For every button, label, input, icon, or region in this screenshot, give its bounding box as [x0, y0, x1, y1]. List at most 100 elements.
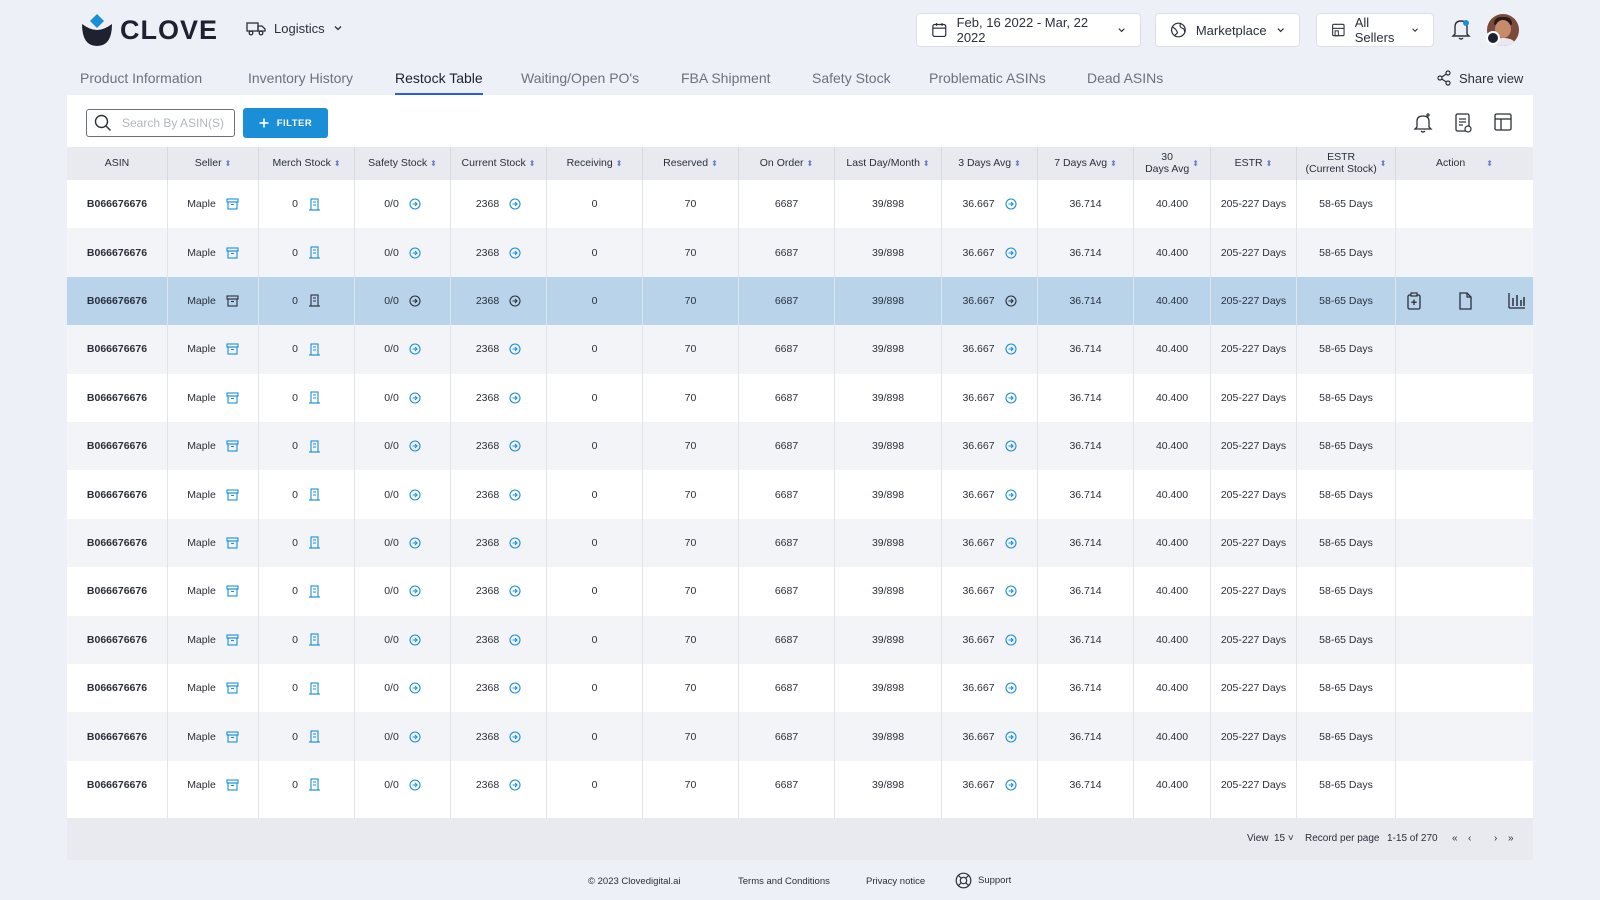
- col-seller[interactable]: Seller ⬍: [168, 147, 259, 180]
- archive-icon[interactable]: [226, 295, 239, 307]
- arrow-circle-icon[interactable]: [1005, 537, 1017, 549]
- table-row[interactable]: B066676676 Maple 0 0/0 2368 0 70 6687 39/898 36.6…: [67, 615, 1533, 664]
- arrow-circle-icon[interactable]: [509, 634, 521, 646]
- arrow-circle-icon[interactable]: [1005, 682, 1017, 694]
- arrow-circle-icon[interactable]: [409, 343, 421, 355]
- table-row[interactable]: B066676676 Maple 0 0/0 2368 0 70 6687 39/898 36.6…: [67, 518, 1533, 568]
- archive-icon[interactable]: [226, 247, 239, 259]
- arrow-circle-icon[interactable]: [509, 682, 521, 694]
- tab-waiting-open-pos[interactable]: Waiting/Open PO's: [521, 70, 640, 86]
- filter-button[interactable]: FILTER: [243, 108, 328, 138]
- marketplace-selector[interactable]: Marketplace: [1155, 13, 1300, 47]
- warehouse-icon[interactable]: [308, 294, 321, 308]
- warehouse-icon[interactable]: [308, 682, 321, 695]
- table-row[interactable]: B066676676 Maple 0 0/0 2368 0 70 6687 39/898 36.6…: [67, 712, 1533, 761]
- warehouse-icon[interactable]: [308, 536, 321, 550]
- report-button[interactable]: [1453, 112, 1473, 139]
- archive-icon[interactable]: [226, 682, 239, 694]
- col-merch-stock[interactable]: Merch Stock ⬍: [259, 147, 355, 180]
- bar-chart-icon[interactable]: [1508, 292, 1526, 310]
- col-3-days-avg[interactable]: 3 Days Avg ⬍: [942, 147, 1038, 180]
- arrow-circle-icon[interactable]: [1005, 440, 1017, 452]
- warehouse-icon[interactable]: [308, 198, 321, 211]
- arrow-circle-icon[interactable]: [409, 634, 421, 646]
- table-row[interactable]: B066676676 Maple 0 0/0 2368 0 70 6687 39/898 36.6…: [67, 276, 1533, 326]
- arrow-circle-icon[interactable]: [1005, 731, 1017, 743]
- tab-inventory-history[interactable]: Inventory History: [248, 70, 354, 86]
- clipboard-plus-icon[interactable]: [1406, 292, 1422, 310]
- tab-dead-asins[interactable]: Dead ASINs: [1087, 70, 1164, 86]
- col-current-stock[interactable]: Current Stock ⬍: [451, 147, 547, 180]
- arrow-circle-icon[interactable]: [409, 247, 421, 259]
- col-estr[interactable]: ESTR ⬍: [1211, 147, 1297, 180]
- document-icon[interactable]: [1458, 292, 1473, 310]
- arrow-circle-icon[interactable]: [1005, 392, 1017, 404]
- archive-icon[interactable]: [226, 392, 239, 404]
- table-row[interactable]: B066676676 Maple 0 0/0 2368 0 70 6687 39/898 36.6…: [67, 567, 1533, 616]
- arrow-circle-icon[interactable]: [509, 779, 521, 791]
- arrow-circle-icon[interactable]: [509, 198, 521, 210]
- arrow-circle-icon[interactable]: [509, 440, 521, 452]
- arrow-circle-icon[interactable]: [409, 198, 421, 210]
- warehouse-icon[interactable]: [308, 585, 321, 598]
- arrow-circle-icon[interactable]: [1005, 634, 1017, 646]
- share-view-button[interactable]: Share view: [1436, 70, 1523, 86]
- date-range-picker[interactable]: Feb, 16 2022 - Mar, 22 2022: [916, 13, 1141, 47]
- arrow-circle-icon[interactable]: [409, 489, 421, 501]
- archive-icon[interactable]: [226, 489, 239, 501]
- warehouse-icon[interactable]: [308, 246, 321, 259]
- tab-safety-stock[interactable]: Safety Stock: [812, 70, 891, 86]
- archive-icon[interactable]: [226, 779, 239, 791]
- col-estr-current-stock[interactable]: ESTR (Current Stock) ⬍: [1297, 147, 1396, 180]
- next-page-icon[interactable]: ›: [1494, 833, 1498, 844]
- arrow-circle-icon[interactable]: [409, 585, 421, 597]
- arrow-circle-icon[interactable]: [409, 392, 421, 404]
- arrow-circle-icon[interactable]: [409, 682, 421, 694]
- arrow-circle-icon[interactable]: [409, 537, 421, 549]
- tab-problematic-asins[interactable]: Problematic ASINs: [929, 70, 1046, 86]
- warehouse-icon[interactable]: [308, 730, 321, 743]
- col-on-order[interactable]: On Order ⬍: [739, 147, 835, 180]
- arrow-circle-icon[interactable]: [1005, 295, 1017, 307]
- archive-icon[interactable]: [226, 731, 239, 743]
- arrow-circle-icon[interactable]: [1005, 247, 1017, 259]
- arrow-circle-icon[interactable]: [509, 392, 521, 404]
- tab-restock-table[interactable]: Restock Table: [395, 70, 483, 95]
- warehouse-icon[interactable]: [308, 778, 321, 792]
- arrow-circle-icon[interactable]: [409, 440, 421, 452]
- prev-page-icon[interactable]: ‹: [1468, 833, 1472, 844]
- warehouse-icon[interactable]: [308, 391, 321, 404]
- footer-terms-link[interactable]: Terms and Conditions: [738, 876, 830, 887]
- footer-privacy-link[interactable]: Privacy notice: [866, 876, 926, 887]
- warehouse-icon[interactable]: [308, 633, 321, 646]
- archive-icon[interactable]: [226, 585, 239, 597]
- search-input[interactable]: [122, 116, 232, 130]
- archive-icon[interactable]: [226, 634, 239, 646]
- logo[interactable]: CLOVE: [80, 12, 218, 48]
- archive-icon[interactable]: [226, 440, 239, 452]
- warehouse-icon[interactable]: [308, 440, 321, 453]
- columns-button[interactable]: [1493, 112, 1513, 137]
- table-row[interactable]: B066676676 Maple 0 0/0 2368 0 70 6687 39/898 36.6…: [67, 373, 1533, 422]
- table-row[interactable]: B066676676 Maple 0 0/0 2368 0 70 6687 39/898 36.6…: [67, 180, 1533, 229]
- last-page-icon[interactable]: »: [1508, 833, 1514, 844]
- archive-icon[interactable]: [226, 198, 239, 210]
- col-receiving[interactable]: Receiving ⬍: [547, 147, 643, 180]
- arrow-circle-icon[interactable]: [1005, 198, 1017, 210]
- arrow-circle-icon[interactable]: [1005, 489, 1017, 501]
- col-7-days-avg[interactable]: 7 Days Avg ⬍: [1038, 147, 1134, 180]
- arrow-circle-icon[interactable]: [509, 247, 521, 259]
- per-page-select[interactable]: 15 ˅: [1274, 833, 1294, 844]
- arrow-circle-icon[interactable]: [409, 295, 421, 307]
- arrow-circle-icon[interactable]: [509, 295, 521, 307]
- archive-icon[interactable]: [226, 343, 239, 355]
- col-asin[interactable]: ASIN: [67, 147, 168, 180]
- arrow-circle-icon[interactable]: [1005, 585, 1017, 597]
- table-row[interactable]: B066676676 Maple 0 0/0 2368 0 70 6687 39/898 36.6…: [67, 228, 1533, 277]
- archive-icon[interactable]: [226, 537, 239, 549]
- arrow-circle-icon[interactable]: [509, 343, 521, 355]
- tab-product-information[interactable]: Product Information: [80, 70, 203, 86]
- arrow-circle-icon[interactable]: [509, 585, 521, 597]
- col-reserved[interactable]: Reserved ⬍: [643, 147, 739, 180]
- warehouse-icon[interactable]: [308, 488, 321, 501]
